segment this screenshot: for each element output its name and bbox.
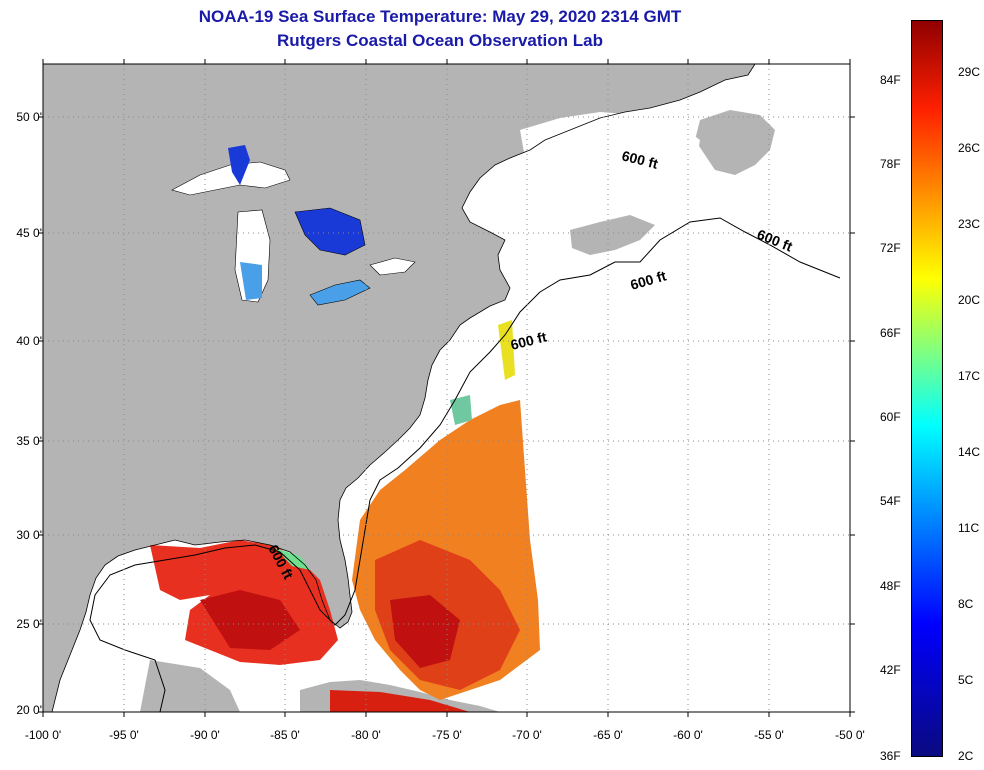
colorbar-c-label: 17C	[958, 369, 981, 383]
frame-ticks	[38, 59, 855, 717]
lon-label: -90 0'	[190, 728, 220, 742]
colorbar-c-label: 8C	[958, 597, 974, 611]
colorbar-c-label: 11C	[958, 521, 980, 535]
sst-gulf-coastal	[275, 548, 310, 570]
lat-label: 25 0'	[16, 617, 42, 631]
lake-michigan-sst	[240, 262, 262, 300]
colorbar-c-label: 20C	[958, 293, 981, 307]
lat-label: 40 0'	[16, 334, 42, 348]
lon-label: -55 0'	[754, 728, 784, 742]
colorbar-c-label: 2C	[958, 749, 974, 763]
colorbar-f-label: 72F	[880, 241, 901, 255]
sst-shelf-yellow	[498, 320, 515, 380]
lat-label: 45 0'	[16, 226, 42, 240]
colorbar-f-label: 48F	[880, 579, 901, 593]
map-subtitle: Rutgers Coastal Ocean Observation Lab	[277, 31, 603, 50]
lat-label: 35 0'	[16, 434, 42, 448]
gulf-st-lawrence	[520, 112, 700, 205]
colorbar-f-label: 36F	[880, 749, 901, 763]
lon-label: -100 0'	[24, 728, 62, 742]
lon-label: -60 0'	[673, 728, 703, 742]
lon-label: -75 0'	[432, 728, 462, 742]
lake-superior	[171, 161, 291, 196]
sst-gulf-warm	[200, 590, 300, 650]
coastline	[51, 64, 756, 712]
sst-atlantic-hot	[390, 595, 460, 668]
map-title: NOAA-19 Sea Surface Temperature: May 29,…	[198, 7, 682, 26]
lon-label: -80 0'	[351, 728, 381, 742]
colorbar-f-label: 84F	[880, 73, 901, 87]
colorbar-c-label: 29C	[958, 65, 981, 79]
land-yucatan	[140, 660, 240, 712]
colorbar-c-label: 5C	[958, 673, 974, 687]
lake-ontario	[369, 257, 416, 276]
colorbar-c-label: 14C	[958, 445, 981, 459]
lat-label: 50 0'	[16, 110, 42, 124]
lon-label: -65 0'	[593, 728, 623, 742]
colorbar-c-label: 23C	[958, 217, 981, 231]
colorbar-f-label: 60F	[880, 410, 901, 424]
lon-label: -70 0'	[512, 728, 542, 742]
isobath-600ft	[89, 217, 841, 712]
lon-label: -85 0'	[270, 728, 300, 742]
land-north-america	[43, 64, 755, 712]
lake-superior-cold	[228, 145, 250, 185]
colorbar-f-label: 42F	[880, 663, 901, 677]
lat-label: 20 0'	[16, 703, 42, 717]
lat-label: 30 0'	[16, 528, 42, 542]
temperature-colorbar	[911, 20, 943, 757]
sst-shelf-green	[450, 395, 472, 425]
colorbar-f-label: 66F	[880, 326, 901, 340]
graticule	[43, 64, 850, 712]
lake-huron	[294, 207, 366, 256]
lon-label: -50 0'	[835, 728, 865, 742]
lake-erie	[309, 279, 371, 306]
land-newfoundland	[695, 110, 775, 175]
colorbar-f-label: 78F	[880, 157, 901, 171]
colorbar-f-label: 54F	[880, 494, 901, 508]
land-nova-scotia	[570, 215, 655, 255]
lon-label: -95 0'	[109, 728, 139, 742]
sst-caribbean	[330, 690, 470, 712]
colorbar-c-label: 26C	[958, 141, 981, 155]
